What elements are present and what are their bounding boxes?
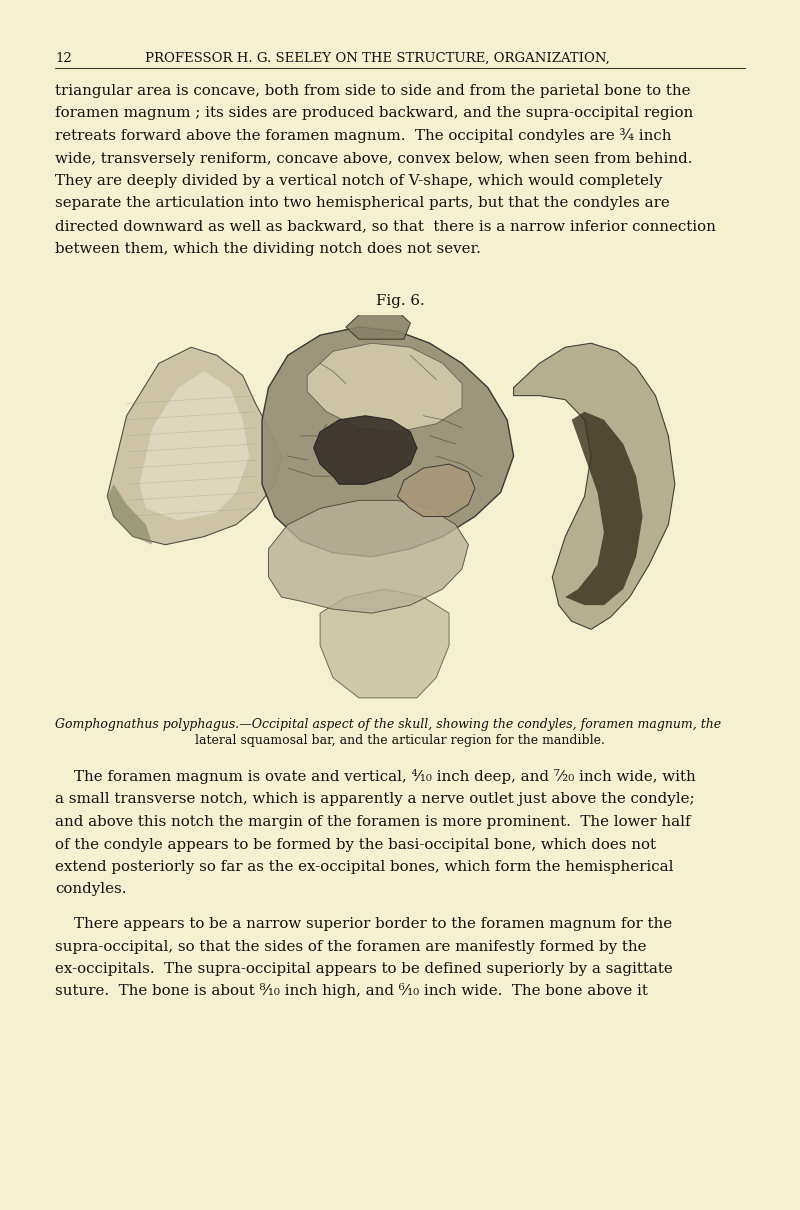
Text: There appears to be a narrow superior border to the foramen magnum for the: There appears to be a narrow superior bo…: [55, 917, 672, 930]
Text: suture.  The bone is about ⁸⁄₁₀ inch high, and ⁶⁄₁₀ inch wide.  The bone above i: suture. The bone is about ⁸⁄₁₀ inch high…: [55, 984, 648, 998]
Text: supra-occipital, so that the sides of the foramen are manifestly formed by the: supra-occipital, so that the sides of th…: [55, 939, 646, 953]
Polygon shape: [307, 344, 462, 432]
Polygon shape: [514, 344, 675, 629]
Text: The foramen magnum is ovate and vertical, ⁴⁄₁₀ inch deep, and ⁷⁄₂₀ inch wide, wi: The foramen magnum is ovate and vertical…: [55, 770, 696, 784]
Text: triangular area is concave, both from side to side and from the parietal bone to: triangular area is concave, both from si…: [55, 83, 690, 98]
Polygon shape: [314, 416, 417, 484]
Text: foramen magnum ; its sides are produced backward, and the supra-occipital region: foramen magnum ; its sides are produced …: [55, 106, 694, 121]
Text: extend posteriorly so far as the ex-occipital bones, which form the hemispherica: extend posteriorly so far as the ex-occi…: [55, 860, 674, 874]
Polygon shape: [139, 371, 249, 520]
Text: wide, transversely reniform, concave above, convex below, when seen from behind.: wide, transversely reniform, concave abo…: [55, 151, 693, 166]
Polygon shape: [320, 589, 449, 698]
Polygon shape: [269, 501, 469, 613]
Text: a small transverse notch, which is apparently a nerve outlet just above the cond: a small transverse notch, which is appar…: [55, 793, 694, 807]
Text: Gomphognathus polyphagus.—Occipital aspect of the skull, showing the condyles, f: Gomphognathus polyphagus.—Occipital aspe…: [55, 718, 721, 731]
Polygon shape: [107, 484, 152, 544]
Text: and above this notch the margin of the foramen is more prominent.  The lower hal: and above this notch the margin of the f…: [55, 816, 690, 829]
Polygon shape: [107, 347, 282, 544]
Polygon shape: [565, 411, 642, 605]
Text: 12: 12: [55, 52, 72, 65]
Text: condyles.: condyles.: [55, 882, 126, 897]
Text: retreats forward above the foramen magnum.  The occipital condyles are ¾ inch: retreats forward above the foramen magnu…: [55, 128, 671, 143]
Text: Fig. 6.: Fig. 6.: [376, 294, 424, 309]
Text: of the condyle appears to be formed by the basi-occipital bone, which does not: of the condyle appears to be formed by t…: [55, 837, 656, 852]
Text: ex-occipitals.  The supra-occipital appears to be defined superiorly by a sagitt: ex-occipitals. The supra-occipital appea…: [55, 962, 673, 976]
Text: lateral squamosal bar, and the articular region for the mandible.: lateral squamosal bar, and the articular…: [195, 734, 605, 747]
Text: PROFESSOR H. G. SEELEY ON THE STRUCTURE, ORGANIZATION,: PROFESSOR H. G. SEELEY ON THE STRUCTURE,…: [145, 52, 610, 65]
Polygon shape: [346, 307, 410, 339]
Text: between them, which the dividing notch does not sever.: between them, which the dividing notch d…: [55, 242, 481, 255]
Text: directed downward as well as backward, so that  there is a narrow inferior conne: directed downward as well as backward, s…: [55, 219, 716, 234]
Text: separate the articulation into two hemispherical parts, but that the condyles ar: separate the articulation into two hemis…: [55, 196, 670, 211]
Text: They are deeply divided by a vertical notch of V-shape, which would completely: They are deeply divided by a vertical no…: [55, 174, 662, 188]
Polygon shape: [398, 465, 475, 517]
Polygon shape: [262, 327, 514, 557]
